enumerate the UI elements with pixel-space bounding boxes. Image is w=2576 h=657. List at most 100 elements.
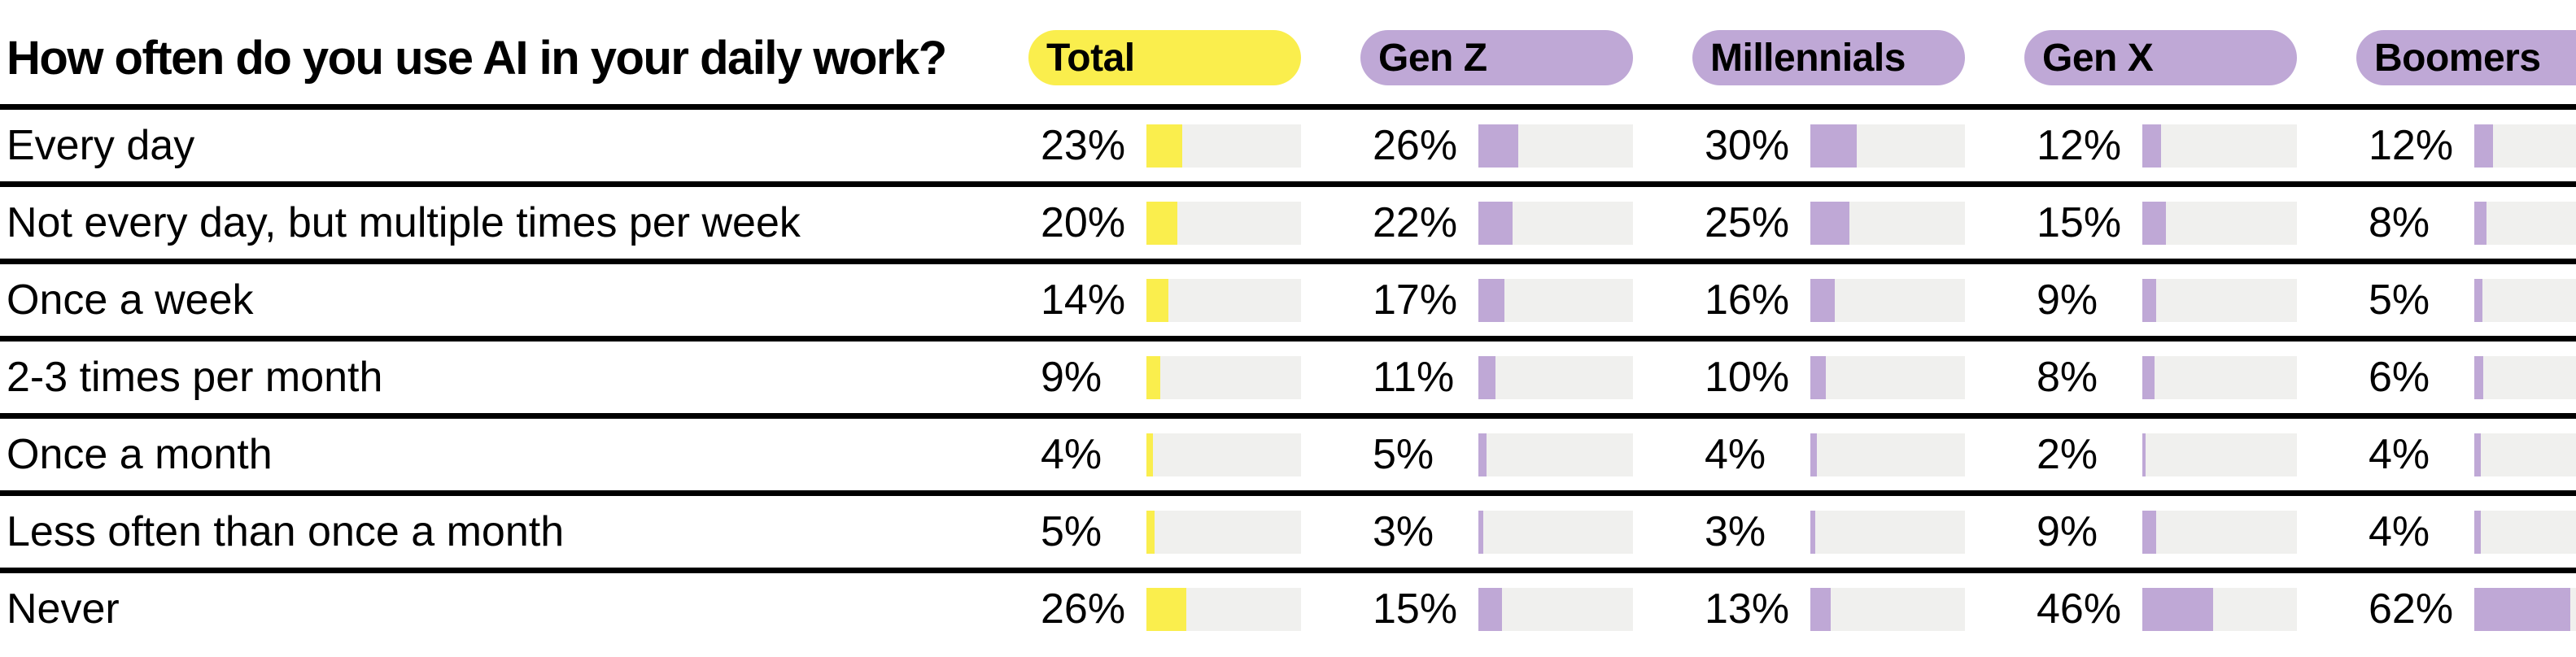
bar-fill bbox=[2474, 201, 2487, 245]
bar-track bbox=[1478, 355, 1633, 399]
value-cell-millennials: 10% bbox=[1692, 353, 1965, 402]
percent-value: 12% bbox=[2369, 122, 2454, 169]
value-cell-total: 23% bbox=[1028, 121, 1301, 170]
bar-fill bbox=[1810, 510, 1815, 554]
percent-value: 9% bbox=[2037, 508, 2098, 555]
bar-track bbox=[1478, 510, 1633, 554]
value-cell-gen-z: 5% bbox=[1360, 430, 1633, 479]
percent-value: 6% bbox=[2369, 354, 2430, 401]
table-row-every-day: Every day 23% 26% 30% 12% 12% bbox=[0, 104, 2576, 181]
row-label: Not every day, but multiple times per we… bbox=[7, 199, 801, 246]
percent-value: 9% bbox=[2037, 276, 2098, 324]
table-row-once-a-month: Once a month 4% 5% 4% 2% 4% bbox=[0, 413, 2576, 490]
column-pill-total: Total bbox=[1028, 30, 1301, 85]
table-row-not-every-day-but-multiple-times-per-week: Not every day, but multiple times per we… bbox=[0, 181, 2576, 259]
percent-value: 5% bbox=[2369, 276, 2430, 324]
value-cell-gen-x: 9% bbox=[2024, 507, 2297, 556]
bar-fill bbox=[1146, 278, 1168, 322]
value-cell-gen-x: 15% bbox=[2024, 198, 2297, 247]
bar-fill bbox=[2142, 124, 2161, 168]
bar-fill bbox=[1146, 510, 1155, 554]
value-cell-total: 9% bbox=[1028, 353, 1301, 402]
bar-track bbox=[1146, 278, 1301, 322]
bar-fill bbox=[2474, 510, 2481, 554]
value-cell-gen-x: 9% bbox=[2024, 276, 2297, 324]
percent-value: 3% bbox=[1705, 508, 1766, 555]
column-pill-label: Gen Z bbox=[1378, 36, 1487, 80]
bar-fill bbox=[1810, 124, 1857, 168]
percent-value: 5% bbox=[1373, 431, 1434, 478]
bar-fill bbox=[1478, 433, 1487, 476]
bar-fill bbox=[1146, 355, 1161, 399]
percent-value: 26% bbox=[1373, 122, 1458, 169]
bar-track bbox=[1478, 124, 1633, 168]
row-label: 2-3 times per month bbox=[7, 354, 383, 401]
page-title: How often do you use AI in your daily wo… bbox=[7, 31, 947, 85]
value-cell-gen-z: 22% bbox=[1360, 198, 1633, 247]
bar-track bbox=[1146, 201, 1301, 245]
row-label: Once a week bbox=[7, 276, 254, 324]
value-cell-gen-x: 12% bbox=[2024, 121, 2297, 170]
value-cell-gen-x: 46% bbox=[2024, 585, 2297, 633]
column-pill-millennials: Millennials bbox=[1692, 30, 1965, 85]
bar-track bbox=[1146, 510, 1301, 554]
percent-value: 22% bbox=[1373, 199, 1458, 246]
bar-fill bbox=[2142, 201, 2166, 245]
bar-track bbox=[1810, 124, 1965, 168]
bar-fill bbox=[1478, 278, 1505, 322]
bar-track bbox=[2142, 278, 2297, 322]
bar-fill bbox=[1146, 433, 1153, 476]
percent-value: 3% bbox=[1373, 508, 1434, 555]
bar-track bbox=[1810, 433, 1965, 476]
table-body: Every day 23% 26% 30% 12% 12% Not every day, b… bbox=[0, 104, 2576, 645]
percent-value: 4% bbox=[1041, 431, 1102, 478]
value-cell-boomers: 6% bbox=[2356, 353, 2576, 402]
column-pill-label: Gen X bbox=[2042, 36, 2154, 80]
percent-value: 12% bbox=[2037, 122, 2122, 169]
row-label: Once a month bbox=[7, 431, 273, 478]
value-cell-total: 4% bbox=[1028, 430, 1301, 479]
value-cell-total: 14% bbox=[1028, 276, 1301, 324]
bar-fill bbox=[2474, 278, 2482, 322]
bar-track bbox=[1810, 587, 1965, 631]
bar-fill bbox=[1478, 124, 1519, 168]
bar-fill bbox=[1810, 433, 1817, 476]
bar-fill bbox=[2474, 355, 2484, 399]
percent-value: 15% bbox=[1373, 585, 1458, 633]
value-cell-gen-z: 3% bbox=[1360, 507, 1633, 556]
bar-fill bbox=[2142, 510, 2157, 554]
table-row-less-often-than-once-a-month: Less often than once a month 5% 3% 3% 9% 4% bbox=[0, 490, 2576, 568]
bar-track bbox=[1810, 201, 1965, 245]
bar-track bbox=[1478, 201, 1633, 245]
bar-track bbox=[2474, 201, 2576, 245]
bar-fill bbox=[1478, 355, 1495, 399]
column-pill-label: Total bbox=[1046, 36, 1135, 80]
percent-value: 8% bbox=[2037, 354, 2098, 401]
value-cell-boomers: 8% bbox=[2356, 198, 2576, 247]
row-label: Never bbox=[7, 585, 120, 633]
bar-fill bbox=[1146, 201, 1177, 245]
bar-fill bbox=[2474, 124, 2493, 168]
value-cell-millennials: 4% bbox=[1692, 430, 1965, 479]
bar-track bbox=[1810, 510, 1965, 554]
row-label: Less often than once a month bbox=[7, 508, 565, 555]
value-cell-total: 20% bbox=[1028, 198, 1301, 247]
bar-track bbox=[1146, 124, 1301, 168]
bar-track bbox=[2142, 124, 2297, 168]
column-pill-gen-z: Gen Z bbox=[1360, 30, 1633, 85]
percent-value: 11% bbox=[1373, 354, 1455, 401]
value-cell-boomers: 4% bbox=[2356, 507, 2576, 556]
bar-track bbox=[2474, 124, 2576, 168]
row-label: Every day bbox=[7, 122, 195, 169]
bar-fill bbox=[1478, 201, 1513, 245]
percent-value: 16% bbox=[1705, 276, 1790, 324]
percent-value: 62% bbox=[2369, 585, 2454, 633]
value-cell-total: 26% bbox=[1028, 585, 1301, 633]
bar-track bbox=[2474, 510, 2576, 554]
column-pill-label: Boomers bbox=[2374, 36, 2541, 80]
table-row-never: Never 26% 15% 13% 46% 62% bbox=[0, 568, 2576, 645]
bar-fill bbox=[2142, 355, 2155, 399]
percent-value: 8% bbox=[2369, 199, 2430, 246]
bar-fill bbox=[2142, 278, 2157, 322]
bar-fill bbox=[2142, 587, 2214, 631]
